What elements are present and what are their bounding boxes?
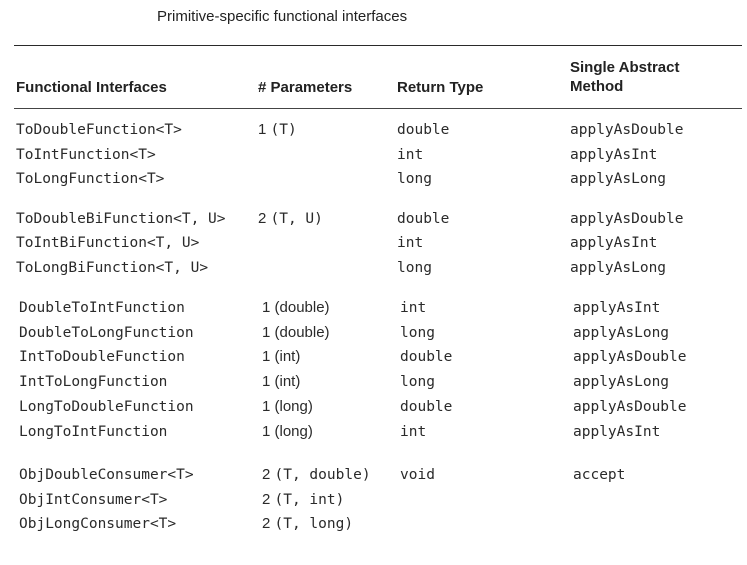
header-parameters: # Parameters	[258, 79, 353, 96]
cell-parameters: 1 (int)	[262, 347, 300, 367]
cell-method: applyAsDouble	[570, 122, 684, 138]
cell-method: applyAsDouble	[573, 349, 687, 365]
cell-method: accept	[573, 467, 626, 483]
cell-return-type: long	[397, 260, 432, 276]
param-count: 2	[262, 466, 271, 483]
cell-interface: IntToDoubleFunction	[19, 349, 185, 365]
cell-interface: ObjDoubleConsumer<T>	[19, 467, 194, 483]
cell-method: applyAsInt	[573, 424, 661, 440]
param-types: (int)	[274, 373, 301, 390]
cell-method: applyAsLong	[570, 171, 667, 187]
param-types: (T, U)	[270, 211, 323, 227]
cell-parameters: 1 (T)	[258, 120, 297, 140]
cell-return-type: int	[397, 235, 424, 251]
param-count: 1	[258, 121, 267, 138]
cell-return-type: int	[397, 147, 424, 163]
cell-parameters: 2 (T, double)	[262, 465, 371, 485]
cell-method: applyAsLong	[570, 260, 667, 276]
cell-interface: LongToDoubleFunction	[19, 399, 194, 415]
param-count: 1	[262, 324, 271, 341]
cell-parameters: 1 (int)	[262, 372, 300, 392]
cell-interface: ObjIntConsumer<T>	[19, 492, 168, 508]
cell-interface: ObjLongConsumer<T>	[19, 516, 177, 532]
cell-parameters: 2 (T, int)	[262, 490, 344, 510]
cell-interface: LongToIntFunction	[19, 424, 168, 440]
cell-method: applyAsLong	[573, 325, 670, 341]
param-types: (long)	[274, 398, 313, 415]
cell-interface: DoubleToLongFunction	[19, 325, 194, 341]
header-rule	[14, 108, 742, 109]
cell-method: applyAsDouble	[573, 399, 687, 415]
param-count: 1	[262, 398, 271, 415]
cell-interface: ToDoubleBiFunction<T, U>	[16, 211, 226, 227]
cell-return-type: double	[400, 399, 453, 415]
cell-return-type: long	[400, 374, 435, 390]
cell-method: applyAsLong	[573, 374, 670, 390]
cell-return-type: double	[400, 349, 453, 365]
cell-parameters: 1 (long)	[262, 422, 313, 442]
param-count: 1	[262, 299, 271, 316]
cell-interface: ToLongFunction<T>	[16, 171, 165, 187]
param-count: 2	[262, 515, 271, 532]
cell-parameters: 1 (long)	[262, 397, 313, 417]
cell-return-type: long	[397, 171, 432, 187]
top-rule	[14, 45, 742, 46]
param-types: (double)	[274, 299, 330, 316]
cell-return-type: long	[400, 325, 435, 341]
cell-parameters: 2 (T, long)	[262, 514, 353, 534]
param-count: 2	[258, 210, 267, 227]
header-sam-line1: Single Abstract	[570, 59, 680, 76]
cell-interface: ToLongBiFunction<T, U>	[16, 260, 209, 276]
param-types: (T)	[270, 122, 297, 138]
param-count: 1	[262, 423, 271, 440]
header-functional-interfaces: Functional Interfaces	[16, 79, 167, 96]
param-types: (double)	[274, 324, 330, 341]
header-single-abstract-method: Single Abstract Method	[570, 58, 679, 96]
cell-interface: ToDoubleFunction<T>	[16, 122, 182, 138]
param-count: 2	[262, 491, 271, 508]
cell-return-type: int	[400, 300, 427, 316]
cell-method: applyAsDouble	[570, 211, 684, 227]
param-types: (T, long)	[274, 516, 354, 532]
param-types: (T, double)	[274, 467, 371, 483]
header-return-type: Return Type	[397, 79, 484, 96]
table-caption: Primitive-specific functional interfaces	[157, 8, 408, 25]
cell-return-type: int	[400, 424, 427, 440]
cell-parameters: 1 (double)	[262, 323, 330, 343]
param-count: 1	[262, 373, 271, 390]
cell-interface: IntToLongFunction	[19, 374, 168, 390]
cell-return-type: void	[400, 467, 435, 483]
cell-interface: ToIntFunction<T>	[16, 147, 156, 163]
cell-parameters: 2 (T, U)	[258, 209, 323, 229]
cell-return-type: double	[397, 122, 450, 138]
cell-method: applyAsInt	[570, 235, 658, 251]
cell-method: applyAsInt	[573, 300, 661, 316]
cell-interface: ToIntBiFunction<T, U>	[16, 235, 200, 251]
param-types: (int)	[274, 348, 301, 365]
cell-return-type: double	[397, 211, 450, 227]
header-sam-line2: Method	[570, 78, 624, 95]
cell-method: applyAsInt	[570, 147, 658, 163]
param-types: (T, int)	[274, 492, 345, 508]
param-types: (long)	[274, 423, 313, 440]
param-count: 1	[262, 348, 271, 365]
cell-interface: DoubleToIntFunction	[19, 300, 185, 316]
cell-parameters: 1 (double)	[262, 298, 330, 318]
